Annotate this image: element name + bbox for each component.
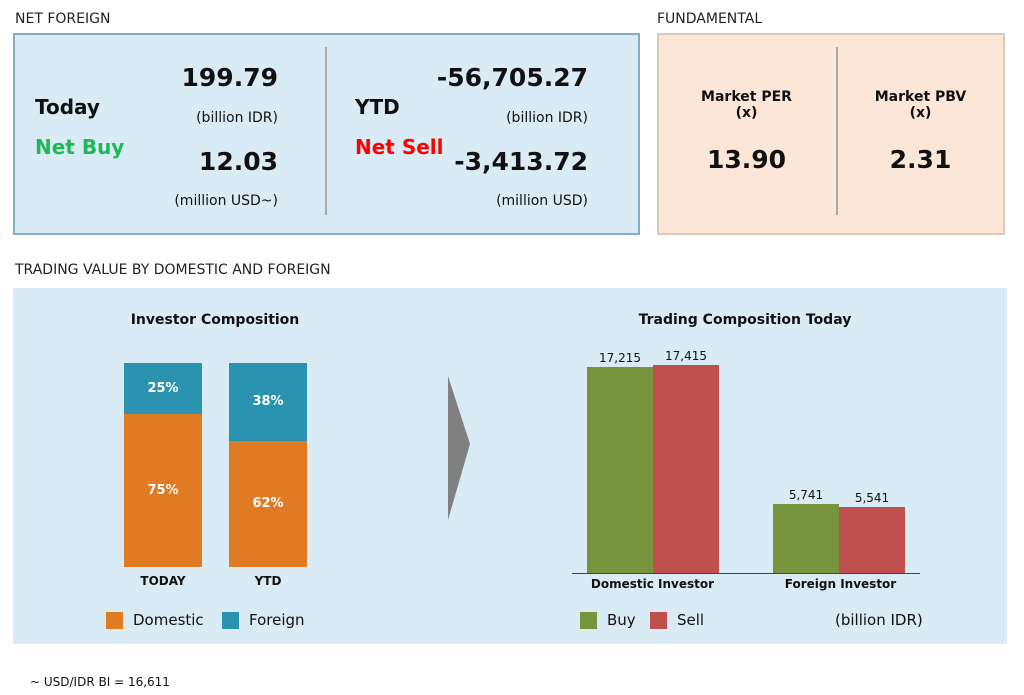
ytd-value-idr: -56,705.27: [436, 63, 588, 92]
unit-label: (billion IDR): [835, 611, 923, 629]
x-label-foreign: Foreign Investor: [784, 577, 897, 591]
x-label-today: TODAY: [140, 574, 186, 588]
investor-composition-title: Investor Composition: [130, 312, 300, 328]
today-value-usd: 12.03: [198, 147, 278, 176]
fundamental-title: FUNDAMENTAL: [657, 11, 763, 27]
sell-swatch: [650, 612, 667, 629]
today-label: Today: [35, 95, 100, 119]
bar-foreign-today: 25%: [124, 363, 202, 414]
divider: [325, 47, 327, 215]
bar-value-label: 62%: [252, 496, 284, 512]
today-value-idr: 199.79: [181, 63, 278, 92]
trading-title: TRADING VALUE BY DOMESTIC AND FOREIGN: [15, 262, 331, 278]
ytd-value-usd: -3,413.72: [454, 147, 588, 176]
ytd-label: YTD: [355, 95, 400, 119]
x-label-domestic: Domestic Investor: [590, 577, 715, 591]
ytd-status: Net Sell: [355, 135, 444, 159]
today-unit-usd: (million USD~): [174, 193, 278, 209]
net-foreign-title: NET FOREIGN: [15, 11, 111, 27]
bar-sell-1: [839, 506, 905, 573]
legend-sell: Sell: [650, 611, 704, 629]
pbv-value: 2.31: [889, 145, 952, 174]
bar-buy-0: [587, 367, 653, 573]
footnote: ~ USD/IDR BI = 16,611: [30, 675, 170, 689]
divider: [836, 47, 838, 215]
trading-composition-title: Trading Composition Today: [638, 312, 852, 328]
bar-value-label: 5,541: [854, 490, 890, 505]
legend-domestic: Domestic: [106, 611, 204, 629]
bar-value-label: 75%: [147, 483, 179, 498]
per-value: 13.90: [706, 145, 787, 174]
fundamental-panel: Market PER (x) 13.90 Market PBV (x) 2.31: [657, 33, 1005, 235]
bar-buy-1: [773, 504, 839, 573]
legend-foreign: Foreign: [222, 611, 305, 629]
net-foreign-panel: Today Net Buy 199.79 (billion IDR) 12.03…: [13, 33, 640, 235]
ytd-unit-idr: (billion IDR): [506, 110, 588, 126]
per-unit: (x): [735, 105, 758, 121]
legend-label: Sell: [677, 611, 705, 629]
legend-label: Foreign: [249, 611, 305, 629]
today-unit-idr: (billion IDR): [196, 110, 278, 126]
x-label-ytd: YTD: [254, 574, 282, 588]
bar-sell-0: [653, 365, 719, 573]
bar-value-label: 5,741: [788, 488, 824, 503]
legend-label: Domestic: [133, 611, 204, 629]
x-axis: [572, 573, 920, 574]
today-status: Net Buy: [35, 135, 125, 159]
bar-domestic-today: 75%: [124, 414, 202, 567]
foreign-swatch: [222, 612, 239, 629]
per-label: Market PER: [701, 89, 792, 105]
bar-value-label: 25%: [147, 381, 179, 396]
pbv-unit: (x): [909, 105, 932, 121]
pbv-label: Market PBV: [874, 89, 967, 105]
bar-value-label: 17,415: [665, 349, 707, 363]
legend-buy: Buy: [580, 611, 636, 629]
bar-value-label: 38%: [252, 394, 284, 410]
bar-value-label: 17,215: [599, 351, 641, 366]
domestic-swatch: [106, 612, 123, 629]
ytd-unit-usd: (million USD): [496, 193, 588, 209]
arrow-right-icon: [448, 376, 470, 520]
buy-swatch: [580, 612, 597, 629]
bar-domestic-ytd: 62%: [229, 440, 307, 567]
legend-label: Buy: [607, 611, 636, 629]
bar-foreign-ytd: 38%: [229, 363, 307, 441]
